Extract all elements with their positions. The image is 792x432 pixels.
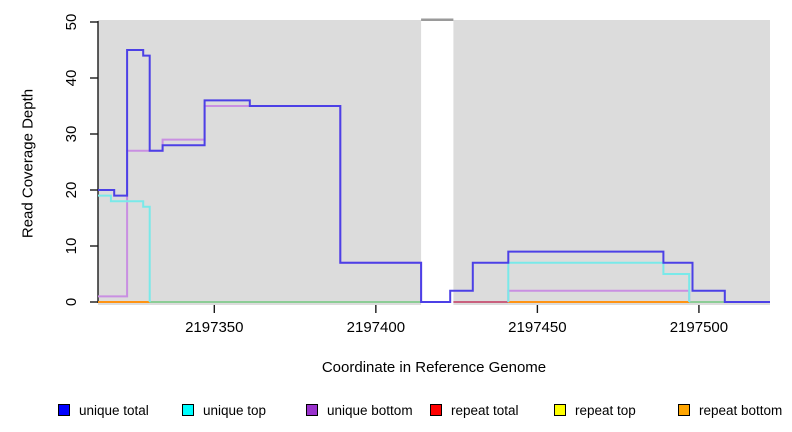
legend-swatch-unique-total (58, 404, 70, 416)
legend-item-unique-top: unique top (182, 402, 266, 418)
legend-item-repeat-bottom: repeat bottom (678, 402, 782, 418)
series-unique-total (98, 49, 770, 303)
x-axis: 2197350 2197400 2197450 2197500 (185, 305, 728, 336)
y-axis: 0 10 20 30 40 50 (63, 14, 99, 306)
y-tick-label: 50 (63, 14, 80, 31)
legend-label: unique total (79, 402, 149, 418)
legend-label: repeat bottom (699, 402, 783, 418)
series-unique-top (98, 194, 151, 302)
gap-top-strip (421, 18, 454, 21)
y-tick-label: 10 (63, 238, 80, 255)
plot-background (98, 20, 422, 305)
legend-swatch-repeat-total (430, 404, 442, 416)
series-unique-top (507, 261, 691, 302)
y-tick-label: 20 (63, 182, 80, 199)
legend-item-unique-bottom: unique bottom (306, 402, 413, 418)
y-tick-label: 30 (63, 126, 80, 143)
coverage-plot: 0 10 20 30 40 50 2197350 2197400 2197450 2197500 (63, 14, 770, 336)
legend-swatch-unique-top (182, 404, 194, 416)
x-tick-label: 2197450 (508, 319, 566, 336)
x-axis-title: Coordinate in Reference Genome (321, 359, 547, 376)
legend-swatch-repeat-top (554, 404, 566, 416)
plot-background (453, 20, 770, 305)
legend-label: repeat top (575, 402, 636, 418)
x-tick-label: 2197400 (347, 319, 405, 336)
y-axis-title: Read Coverage Depth (19, 88, 37, 239)
legend-label: repeat total (451, 402, 519, 418)
legend: unique total unique top unique bottom re… (0, 402, 792, 422)
legend-swatch-repeat-bottom (678, 404, 690, 416)
x-tick-label: 2197500 (670, 319, 728, 336)
legend-swatch-unique-bottom (306, 404, 318, 416)
y-tick-label: 0 (63, 298, 80, 306)
y-tick-label: 40 (63, 70, 80, 87)
x-tick-label: 2197350 (185, 319, 243, 336)
legend-label: unique top (203, 402, 267, 418)
legend-item-repeat-total: repeat total (430, 402, 519, 418)
legend-label: unique bottom (327, 402, 413, 418)
legend-item-unique-total: unique total (58, 402, 149, 418)
legend-item-repeat-top: repeat top (554, 402, 636, 418)
